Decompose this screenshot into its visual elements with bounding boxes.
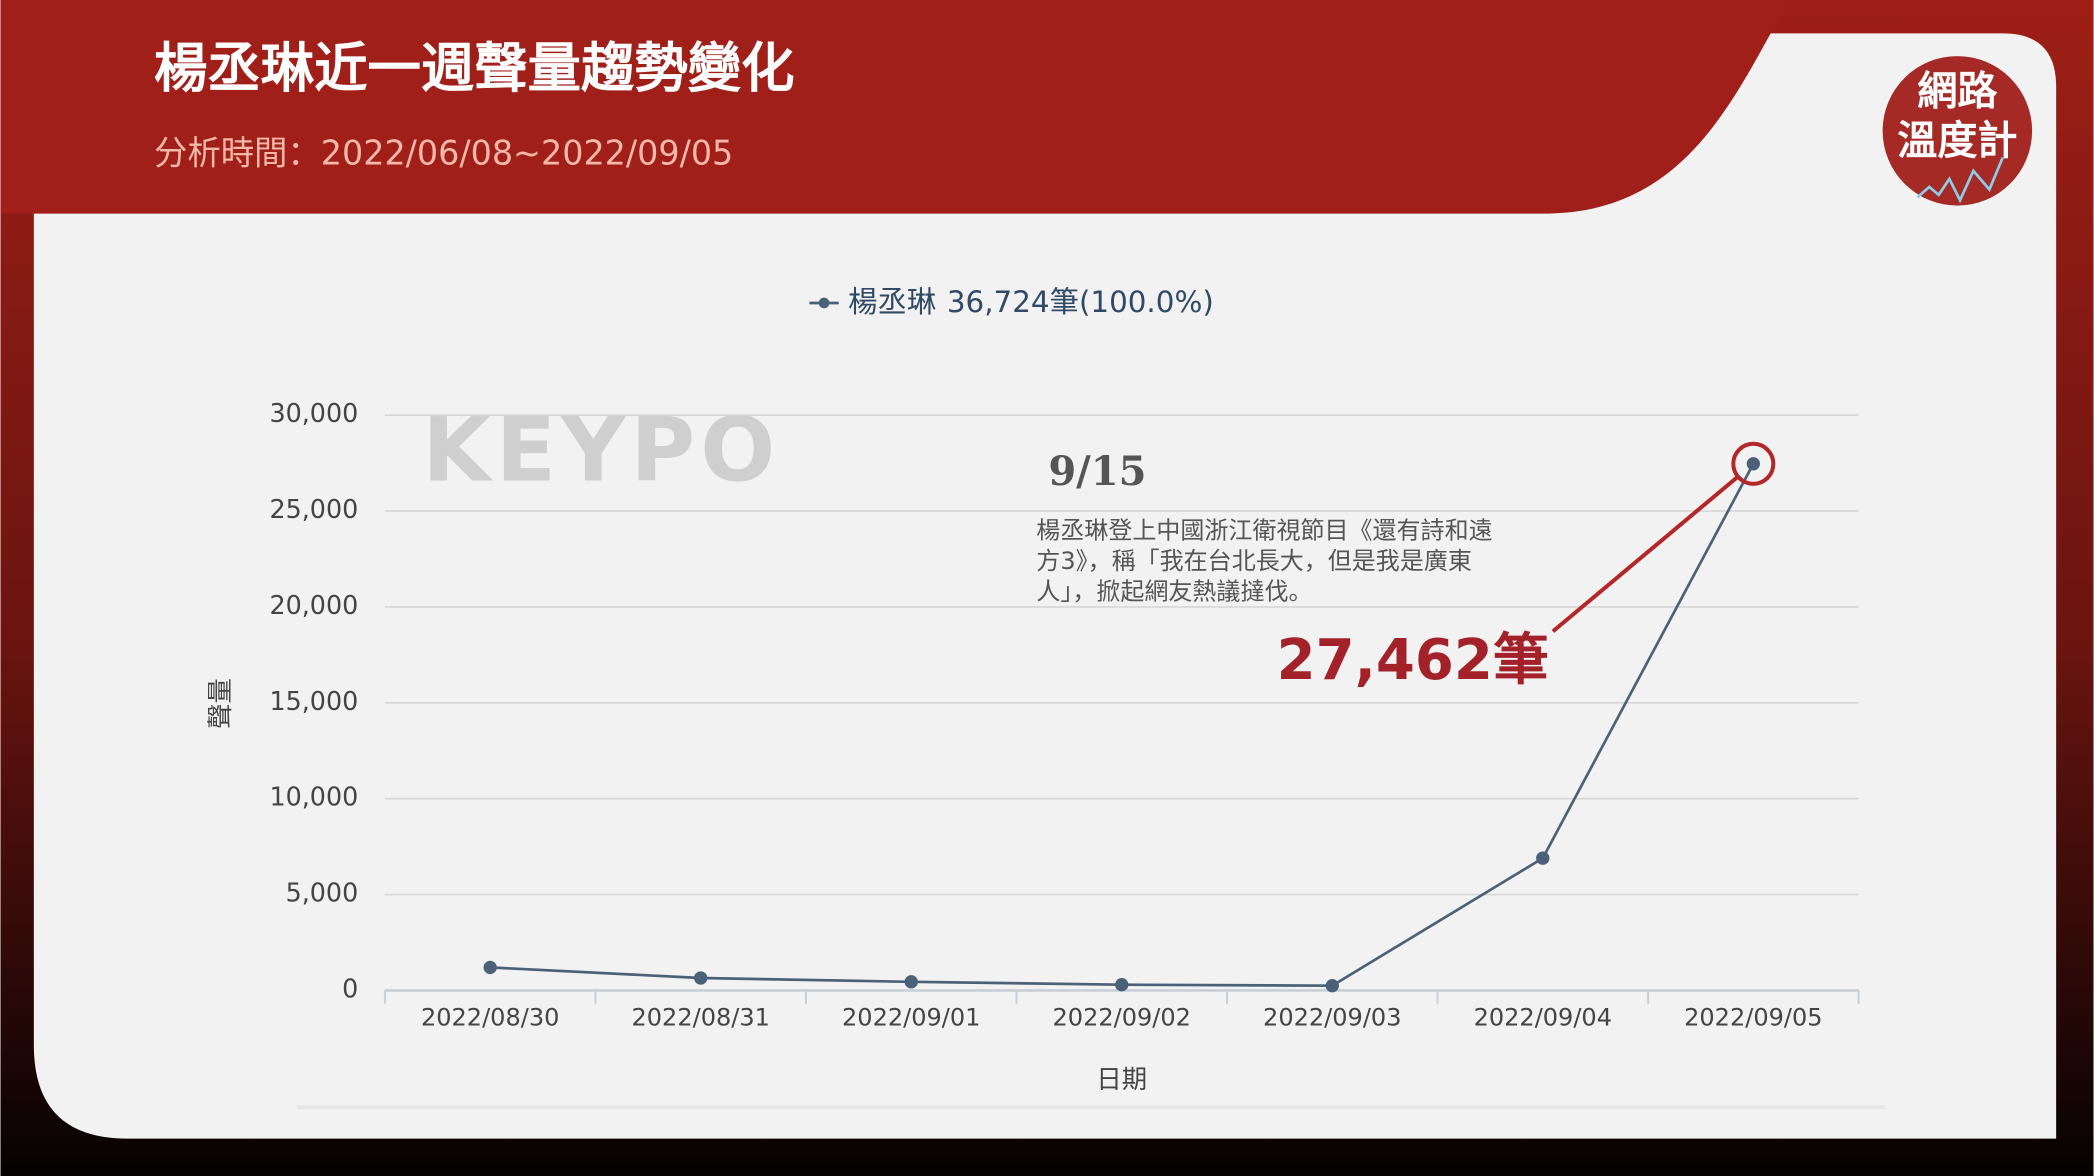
data-point — [483, 960, 497, 975]
logo-wave — [1916, 156, 2004, 204]
y-axis-label: 聲量 — [205, 678, 235, 729]
data-point — [1746, 457, 1760, 471]
data-point — [694, 971, 708, 985]
logo — [1882, 56, 2033, 206]
logo-text: 溫度計 — [1897, 118, 2017, 164]
annotation-text: 人」，掀起網友熱議撻伐。 — [1036, 578, 1312, 606]
x-tick-label: 2022/09/04 — [1474, 1003, 1612, 1031]
annotation-text: 方3》，稱「我在台北長大，但是我是廣東 — [1036, 547, 1472, 575]
y-tick-label: 10,000 — [269, 782, 358, 812]
y-tick-label: 30,000 — [269, 398, 358, 428]
callout-line — [1551, 475, 1739, 633]
annotation-title: 9/15 — [1048, 448, 1146, 495]
logo-text: 網路 — [1917, 68, 1998, 114]
panel — [33, 33, 2057, 1139]
x-tick-label: 2022/08/30 — [421, 1003, 559, 1031]
x-tick-label: 2022/09/01 — [842, 1003, 980, 1031]
callout-ring — [1731, 441, 1776, 486]
y-tick-label: 20,000 — [269, 590, 358, 620]
legend-entry: 楊丞琳 36,724筆(100.0%) — [848, 285, 1214, 319]
annotation-text: 楊丞琳登上中國浙江衛視節目《還有詩和遠 — [1036, 516, 1492, 544]
watermark: KEYPO — [422, 398, 780, 501]
x-tick-label: 2022/09/02 — [1053, 1003, 1191, 1031]
legend-name: 楊丞琳 — [848, 285, 936, 319]
header-band — [0, 0, 1790, 214]
legend-marker — [818, 297, 830, 309]
data-point — [904, 975, 918, 989]
value-label: 27,462筆 — [1277, 628, 1549, 693]
data-point — [1325, 978, 1339, 993]
x-tick-label: 2022/09/03 — [1263, 1003, 1401, 1031]
legend-note: 36,724筆(100.0%) — [947, 285, 1214, 319]
data-point — [1115, 978, 1129, 992]
subtitle: 分析時間：2022/06/08~2022/09/05 — [154, 133, 733, 172]
y-tick-label: 15,000 — [269, 686, 358, 716]
y-tick-label: 0 — [342, 973, 358, 1003]
y-tick-label: 5,000 — [286, 878, 359, 908]
title: 楊丞琳近一週聲量趨勢變化 — [154, 37, 795, 100]
y-tick-label: 25,000 — [269, 494, 358, 524]
plot-shadow — [296, 1105, 1886, 1110]
x-axis-label: 日期 — [1096, 1064, 1147, 1094]
x-tick-label: 2022/08/31 — [631, 1003, 769, 1031]
x-tick-label: 2022/09/05 — [1684, 1003, 1822, 1031]
data-point — [1536, 851, 1550, 865]
